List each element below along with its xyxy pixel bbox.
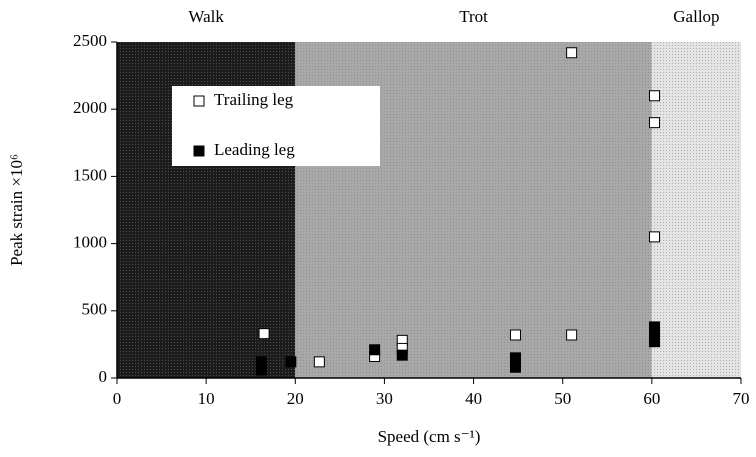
region-texture	[651, 42, 741, 378]
legend-box	[172, 86, 380, 166]
data-point	[566, 47, 578, 59]
y-tick-label: 1000	[73, 233, 107, 252]
axes	[111, 41, 742, 384]
y-axis-label: Peak strain ×10⁶	[7, 154, 26, 266]
data-point	[255, 364, 267, 376]
region-label: Walk	[188, 7, 224, 26]
data-point	[649, 90, 661, 102]
x-tick-label: 70	[733, 389, 750, 408]
data-point	[509, 329, 521, 341]
data-point	[649, 117, 661, 129]
x-tick-label: 50	[554, 389, 571, 408]
data-point	[258, 328, 270, 340]
x-axis-label: Speed (cm s⁻¹)	[378, 427, 481, 446]
data-point	[509, 352, 521, 364]
data-point	[396, 349, 408, 361]
x-tick-label: 60	[643, 389, 660, 408]
y-tick-label: 0	[99, 367, 108, 386]
legend-label: Trailing leg	[214, 90, 294, 109]
legend-marker	[193, 145, 205, 157]
x-tick-label: 10	[198, 389, 215, 408]
x-tick-label: 0	[113, 389, 122, 408]
y-tick-label: 2500	[73, 31, 107, 50]
region-label: Gallop	[673, 7, 719, 26]
x-tick-label: 40	[465, 389, 482, 408]
legend-marker	[193, 95, 205, 107]
data-point	[649, 336, 661, 348]
y-tick-label: 500	[82, 300, 108, 319]
data-point	[313, 356, 325, 368]
region-label: Trot	[459, 7, 488, 26]
x-tick-label: 30	[376, 389, 393, 408]
data-point	[369, 344, 381, 356]
data-point	[649, 231, 661, 243]
y-tick-label: 1500	[73, 165, 107, 184]
x-tick-label: 20	[287, 389, 304, 408]
data-point	[285, 356, 297, 368]
y-tick-label: 2000	[73, 98, 107, 117]
data-point	[509, 361, 521, 373]
data-point	[566, 329, 578, 341]
legend-label: Leading leg	[214, 140, 295, 159]
